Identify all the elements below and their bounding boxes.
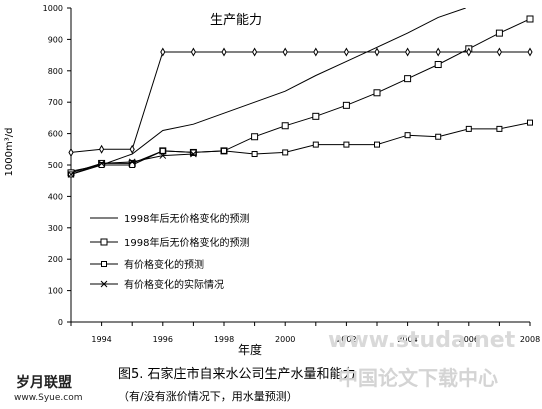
series-5-point: [374, 47, 380, 57]
y-tick-label: 1000: [43, 4, 63, 13]
y-tick-label: 200: [48, 255, 63, 264]
y-tick-label: 300: [48, 224, 63, 233]
series-3-point: [221, 147, 227, 154]
series-3-point: [190, 149, 197, 156]
watermark-logo-url: www.Syue.com: [14, 393, 83, 403]
x-tick-label: 2004: [397, 335, 417, 344]
series-3-point: [343, 141, 350, 148]
series-5-point: [466, 47, 472, 57]
x-tick-label: 2002: [336, 335, 356, 344]
figure-subtitle: （有/没有涨价情况下，用水量预测）: [118, 390, 298, 403]
series-2-point: [251, 133, 259, 141]
series-5-point: [313, 47, 319, 57]
series-4-point: [98, 160, 105, 167]
series-3-point: [98, 162, 105, 168]
series-5-point: [435, 47, 441, 57]
series-2-point: [281, 122, 289, 130]
series-5-point: [252, 47, 258, 57]
series-5-point: [99, 144, 105, 154]
watermark-site-url: www.studa.net: [328, 328, 516, 353]
series-5-point: [190, 47, 196, 57]
series-2-point: [526, 15, 534, 23]
legend-label-1: 1998年后无价格变化的预测: [124, 212, 249, 225]
legend-marker-2: [100, 238, 108, 246]
series-line-3: [71, 122, 530, 175]
series-2-point: [404, 75, 412, 83]
series-5-point: [405, 47, 411, 57]
legend-label-2: 1998年后无价格变化的预测: [124, 236, 249, 249]
series-3-point: [404, 132, 411, 139]
x-axis-label: 年度: [238, 342, 262, 357]
series-5-point: [496, 47, 502, 57]
series-3-point: [312, 141, 319, 148]
series-2-point: [434, 61, 442, 69]
x-tick-label: 1994: [91, 335, 111, 344]
x-tick-label: 2000: [275, 335, 295, 344]
series-line-2: [71, 18, 530, 174]
y-tick-label: 700: [48, 98, 63, 107]
series-5-point: [343, 47, 349, 57]
series-5-point: [160, 47, 166, 57]
series-2-point: [495, 29, 503, 37]
series-5-point: [527, 47, 533, 57]
series-3-point: [159, 147, 166, 154]
series-3-point: [282, 149, 289, 156]
series-3-point: [374, 141, 380, 148]
series-5-point: [221, 47, 227, 57]
legend-label-3: 有价格变化的预测: [124, 258, 204, 271]
series-4-point: [128, 158, 136, 166]
y-tick-label: 500: [48, 161, 63, 170]
watermark-site-name: 中国论文下载中心: [338, 366, 498, 390]
series-5-point: [68, 147, 74, 157]
series-3-point: [496, 125, 503, 132]
y-axis-label: 1000m³/d: [4, 128, 15, 177]
series-3-point: [527, 119, 533, 126]
series-line-1: [71, 8, 466, 172]
figure-caption: 图5. 石家庄市自来水公司生产水量和能力: [118, 367, 356, 382]
series-2-point: [373, 89, 381, 97]
series-3-point: [251, 151, 258, 158]
y-tick-label: 800: [48, 67, 63, 76]
series-4-point: [159, 152, 167, 159]
legend-marker-4: [100, 280, 108, 288]
series-line-5: [71, 51, 530, 153]
legend-marker-3: [101, 261, 107, 267]
y-tick-label: 400: [48, 192, 63, 201]
series-5-point: [129, 144, 135, 154]
y-tick-label: 900: [48, 35, 63, 44]
y-tick-label: 100: [48, 287, 63, 296]
legend-label-4: 有价格变化的实际情况: [124, 278, 224, 291]
series-2-point: [312, 112, 320, 120]
y-tick-label: 600: [48, 130, 63, 139]
chart-title: 生产能力: [210, 13, 262, 28]
series-5-point: [282, 47, 288, 57]
series-4-point: [190, 150, 197, 158]
watermark-logo-text: 岁月联盟: [16, 375, 72, 391]
series-2-point: [342, 101, 350, 109]
x-tick-label: 2006: [459, 335, 479, 344]
y-tick-label: 0: [58, 318, 63, 327]
series-4-point: [67, 171, 75, 178]
x-tick-label: 1996: [153, 335, 173, 344]
x-tick-label: 1998: [214, 335, 234, 344]
series-3-point: [435, 133, 442, 140]
series-3-point: [465, 125, 472, 132]
x-tick-label: 2008: [520, 335, 540, 344]
